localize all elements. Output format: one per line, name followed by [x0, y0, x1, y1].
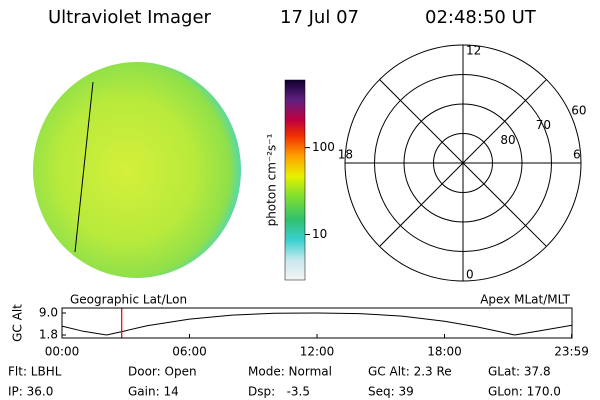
- info-field: Door: Open: [128, 365, 197, 379]
- info-field: IP: 36.0: [8, 385, 53, 399]
- panel-frame: [61, 307, 573, 339]
- info-field: Gain: 14: [128, 385, 179, 399]
- panel-ylabel: GC Alt: [11, 304, 25, 342]
- colorbar-axis: 10 100 photon cm⁻²s⁻¹: [265, 79, 335, 281]
- polar-spoke: [379, 79, 547, 247]
- y-tick-label: 9.0: [39, 306, 58, 320]
- ring-label: 80: [500, 133, 515, 147]
- colorbar: [285, 80, 305, 280]
- terminator-line: [74, 81, 94, 253]
- info-field: GC Alt: 2.3 Re: [368, 365, 452, 379]
- altitude-line: [61, 312, 573, 336]
- colorbar-tick-label: 100: [312, 140, 335, 154]
- polar-ring: [433, 133, 493, 193]
- info-field: Seq: 39: [368, 385, 414, 399]
- orbit-panel: Geographic Lat/Lon Apex MLat/MLT GC Alt 00:…: [11, 293, 589, 359]
- ring-label: 60: [571, 103, 586, 117]
- info-field: Mode: Normal: [248, 365, 332, 379]
- y-tick-label: 1.8: [39, 328, 58, 342]
- x-tick-label: 18:00: [427, 345, 462, 359]
- info-table: Flt: LBHL IP: 36.0 Door: Open Gain: 14 Mode:…: [8, 365, 561, 399]
- info-field: Dsp: -3.5: [248, 385, 310, 399]
- polar-ring: [403, 103, 523, 223]
- mlt-label: 18: [338, 148, 353, 162]
- panel-title-left: Geographic Lat/Lon: [70, 293, 187, 307]
- colorbar-label: photon cm⁻²s⁻¹: [265, 133, 279, 226]
- polar-ring: [374, 74, 552, 252]
- x-tick-label: 00:00: [45, 345, 80, 359]
- colorbar-frame: [284, 79, 306, 281]
- date: 17 Jul 07: [280, 7, 359, 28]
- info-field: Flt: LBHL: [8, 365, 62, 379]
- mlt-label: 12: [466, 44, 481, 58]
- auroral-image: [33, 62, 241, 278]
- x-tick-label: 06:00: [172, 345, 207, 359]
- instrument-title: Ultraviolet Imager: [48, 7, 212, 28]
- time: 02:48:50 UT: [425, 7, 537, 28]
- mlt-label: 6: [573, 148, 581, 162]
- panel-title-right: Apex MLat/MLT: [480, 293, 570, 307]
- info-field: GLon: 170.0: [488, 385, 561, 399]
- x-tick-label: 23:59: [554, 345, 589, 359]
- x-tick-label: 12:00: [300, 345, 335, 359]
- info-field: GLat: 37.8: [488, 365, 551, 379]
- colorbar-tick-label: 10: [312, 227, 327, 241]
- mlt-label: 0: [466, 268, 474, 282]
